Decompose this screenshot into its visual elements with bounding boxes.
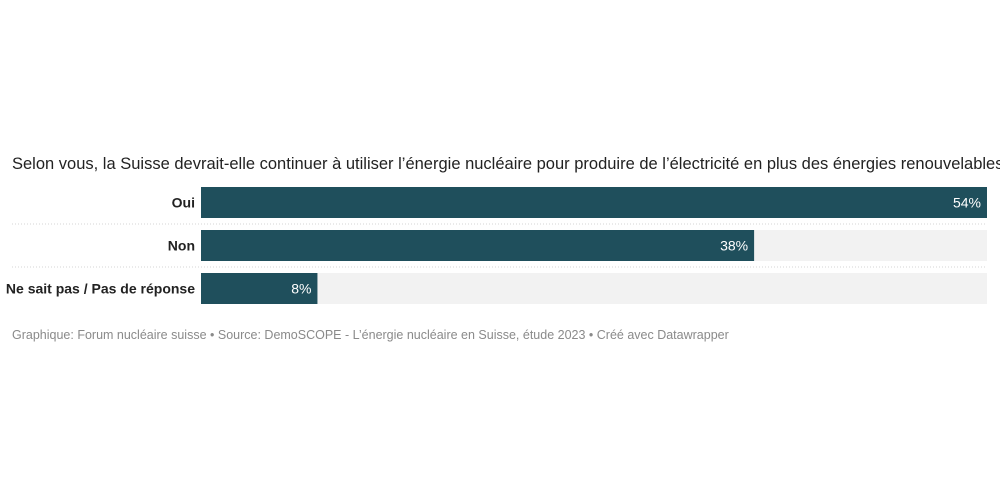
category-label: Non bbox=[168, 238, 195, 254]
value-label: 54% bbox=[953, 195, 981, 211]
bar-track bbox=[201, 273, 987, 304]
category-label: Ne sait pas / Pas de réponse bbox=[6, 281, 195, 297]
chart-title: Selon vous, la Suisse devrait-elle conti… bbox=[12, 155, 1000, 173]
bar bbox=[201, 230, 755, 261]
bar bbox=[201, 187, 987, 218]
value-label: 8% bbox=[291, 281, 311, 297]
chart-footer: Graphique: Forum nucléaire suisse • Sour… bbox=[12, 328, 729, 342]
value-label: 38% bbox=[720, 238, 748, 254]
category-label: Oui bbox=[172, 195, 195, 211]
bar bbox=[201, 273, 318, 304]
